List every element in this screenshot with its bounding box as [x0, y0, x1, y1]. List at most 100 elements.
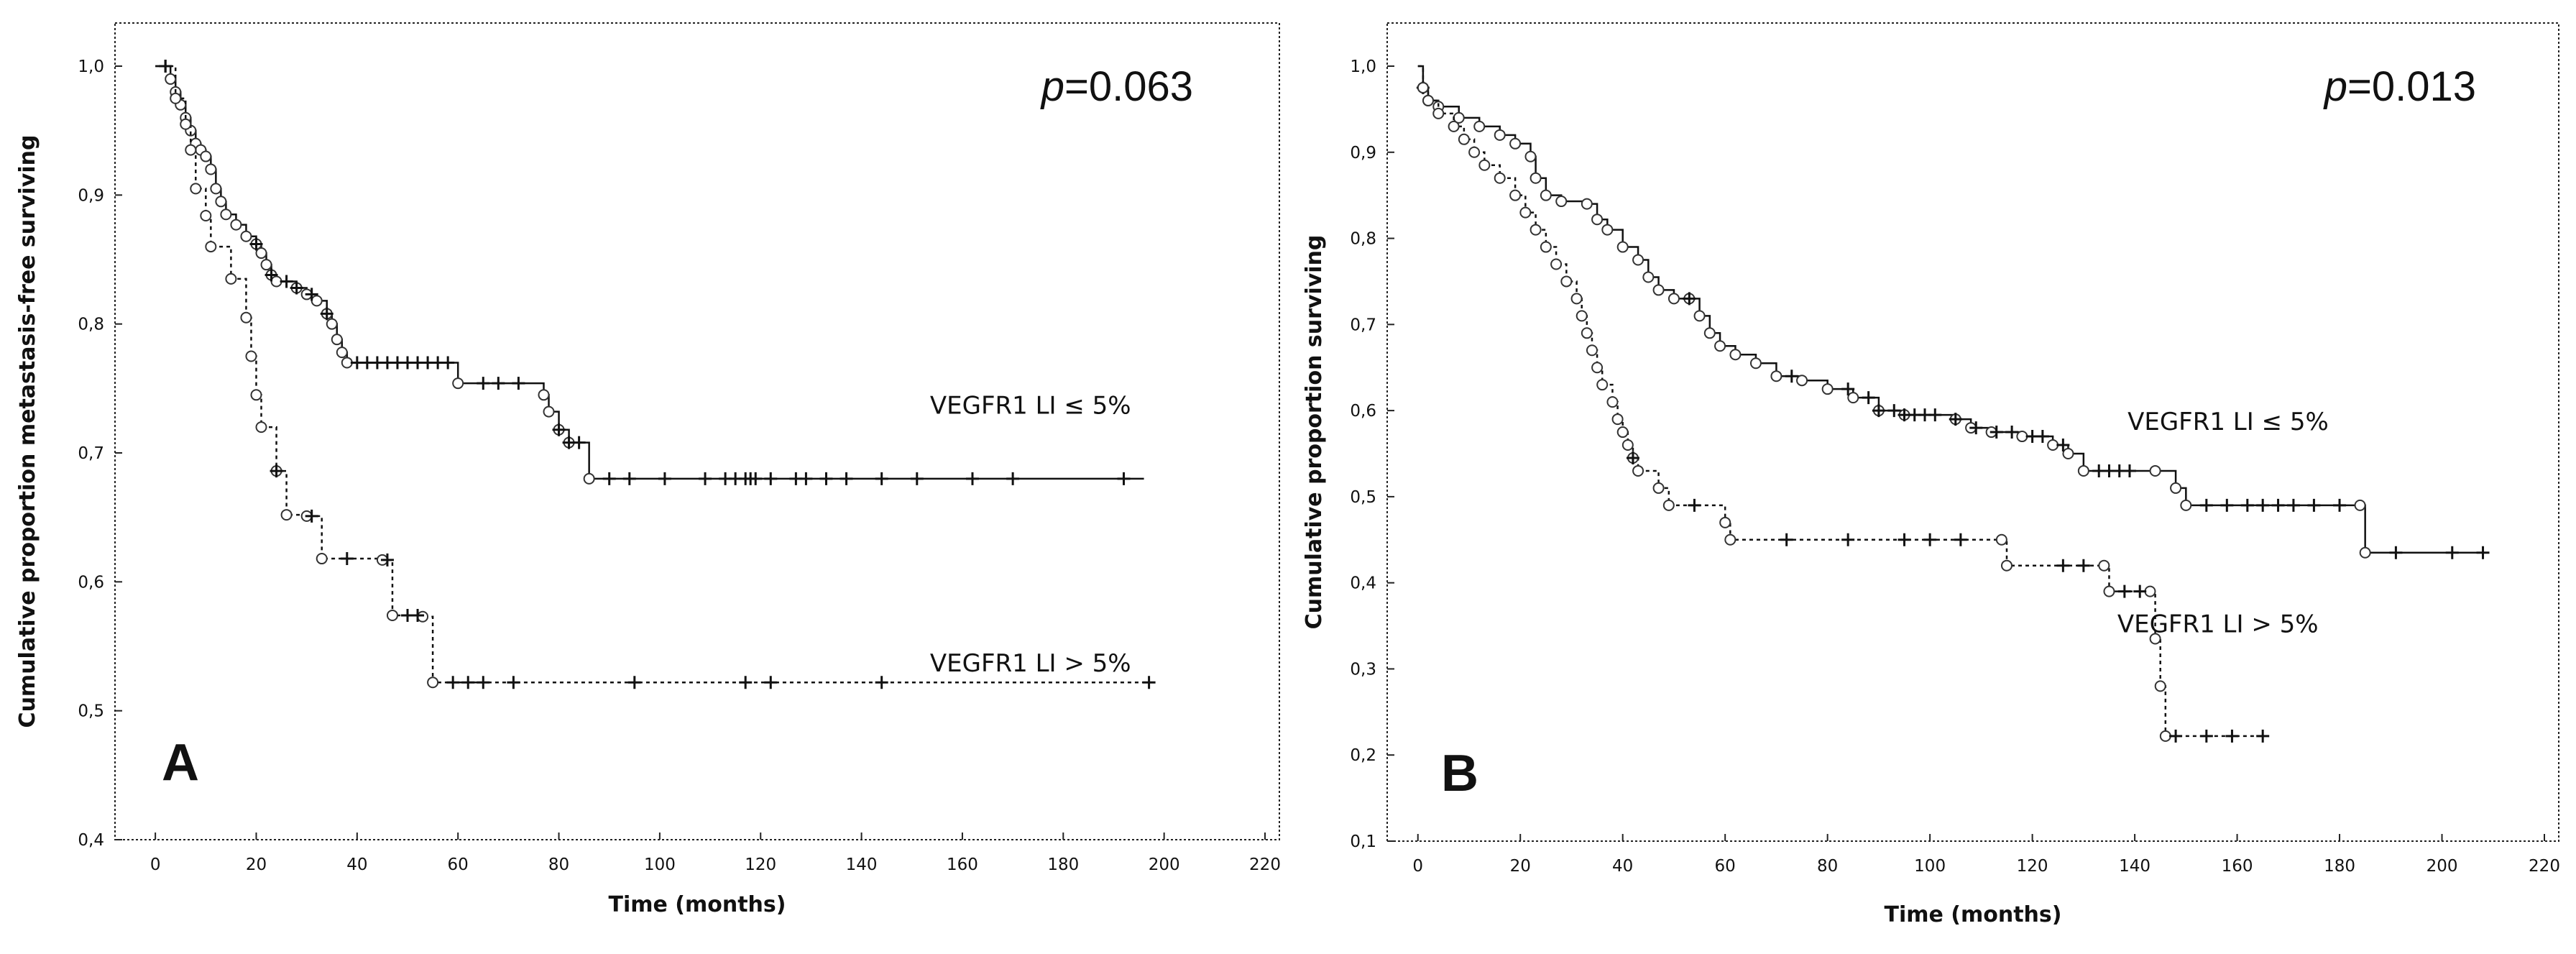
censored-marker — [2256, 729, 2270, 743]
event-marker — [1611, 413, 1624, 426]
censored-marker — [1841, 533, 1855, 546]
event-marker — [386, 609, 398, 621]
event-marker — [165, 73, 177, 85]
event-marker — [1494, 129, 1506, 141]
censored-marker — [1841, 382, 1855, 396]
event-marker — [245, 350, 257, 362]
series-high-vegfr1: VEGFR1 LI > 5% — [1417, 65, 2319, 743]
p-value-annotation: p=0.013 — [2323, 63, 2476, 110]
censored-marker — [411, 608, 425, 622]
series-high-vegfr1: VEGFR1 LI > 5% — [155, 60, 1156, 689]
censored-marker — [2445, 546, 2459, 559]
event-marker — [427, 676, 439, 689]
event-marker — [230, 219, 242, 231]
censored-marker — [2389, 546, 2403, 559]
event-marker — [255, 421, 267, 434]
event-marker — [341, 357, 353, 369]
x-tick-label: 20 — [246, 856, 267, 874]
event-marker — [1478, 159, 1491, 171]
censored-marker — [461, 676, 475, 689]
event-marker — [336, 347, 348, 359]
event-marker — [1662, 499, 1675, 511]
panel-b-chart: 0,1 0,2 0,3 0,4 0,5 0,6 0,7 0,8 0,9 1,0 0 20 40 60 80 1… — [1302, 22, 2560, 927]
y-axis-label: Cumulative proportion surviving — [1302, 235, 1327, 630]
x-tick-label: 100 — [1914, 857, 1946, 876]
censored-marker — [602, 472, 616, 485]
event-marker — [205, 241, 217, 253]
event-marker — [1616, 426, 1629, 439]
censored-marker — [441, 356, 455, 370]
censored-marker — [2220, 498, 2234, 512]
censored-marker — [2199, 498, 2213, 512]
event-marker — [1524, 150, 1537, 162]
x-tick-label: 180 — [1047, 856, 1079, 874]
event-marker — [240, 311, 252, 324]
censored-marker — [2117, 584, 2131, 598]
censored-marker — [1862, 391, 1875, 405]
y-axis-label: Cumulative proportion metastasis-free su… — [15, 135, 40, 728]
censored-marker — [2169, 729, 2183, 743]
censored-marker — [320, 307, 334, 321]
event-marker — [1601, 224, 1614, 236]
censored-marker — [749, 472, 763, 485]
censored-marker — [965, 472, 979, 485]
event-marker — [2159, 730, 2171, 742]
panel-a-chart: 0,4 0,5 0,6 0,7 0,8 0,9 1,0 0 20 40 60 80 100 120 140 1… — [15, 22, 1281, 917]
event-marker — [417, 610, 429, 623]
event-marker — [2016, 431, 2028, 443]
event-marker — [331, 334, 343, 346]
censored-marker — [1954, 533, 1967, 546]
event-marker — [2047, 439, 2059, 451]
plot-frame — [114, 22, 1280, 840]
censored-marker — [658, 472, 671, 485]
censored-marker — [875, 472, 888, 485]
event-marker — [1530, 172, 1542, 184]
censored-marker — [1898, 533, 1911, 546]
censored-marker — [1928, 408, 1942, 422]
censored-marker — [819, 472, 833, 485]
event-marker — [2062, 448, 2074, 459]
x-tick-label: 60 — [1715, 857, 1736, 876]
y-tick-label: 0,3 — [1350, 660, 1376, 679]
event-marker — [200, 150, 212, 162]
series-label: VEGFR1 LI > 5% — [2117, 610, 2319, 639]
event-marker — [1821, 383, 1834, 395]
event-marker — [1570, 293, 1583, 305]
y-tick-label: 0,7 — [1350, 316, 1376, 334]
censored-marker — [2271, 498, 2285, 512]
censored-marker — [552, 423, 566, 436]
plot-frame — [1386, 22, 2559, 842]
event-marker — [270, 275, 282, 288]
y-tick-label: 0,5 — [1350, 488, 1376, 507]
event-marker — [1847, 392, 1859, 404]
event-marker — [1652, 482, 1665, 494]
censored-marker — [1683, 292, 1696, 306]
event-marker — [1586, 344, 1598, 357]
y-tick-label: 0,4 — [78, 831, 104, 850]
censored-marker — [764, 676, 778, 689]
censored-marker — [2225, 729, 2239, 743]
censored-marker — [446, 676, 460, 689]
event-marker — [2180, 499, 2192, 511]
event-marker — [255, 247, 267, 260]
survival-step-line — [155, 65, 1149, 684]
censored-marker — [507, 676, 520, 689]
event-marker — [1468, 146, 1481, 158]
censored-marker — [1990, 426, 2003, 439]
event-marker — [185, 144, 197, 156]
censored-marker — [1949, 413, 1962, 426]
series-label: VEGFR1 LI ≤ 5% — [930, 392, 1131, 421]
event-marker — [1703, 327, 1716, 339]
censored-marker — [2240, 498, 2254, 512]
censored-marker — [799, 472, 813, 485]
event-marker — [170, 92, 182, 104]
x-tick-label: 140 — [846, 856, 878, 874]
event-marker — [2144, 585, 2156, 597]
censored-marker — [699, 472, 712, 485]
y-tick-label: 0,6 — [78, 573, 104, 592]
event-marker — [1509, 137, 1522, 150]
censored-marker — [1626, 451, 1639, 464]
event-marker — [2354, 499, 2366, 511]
x-tick-label: 180 — [2324, 857, 2355, 876]
